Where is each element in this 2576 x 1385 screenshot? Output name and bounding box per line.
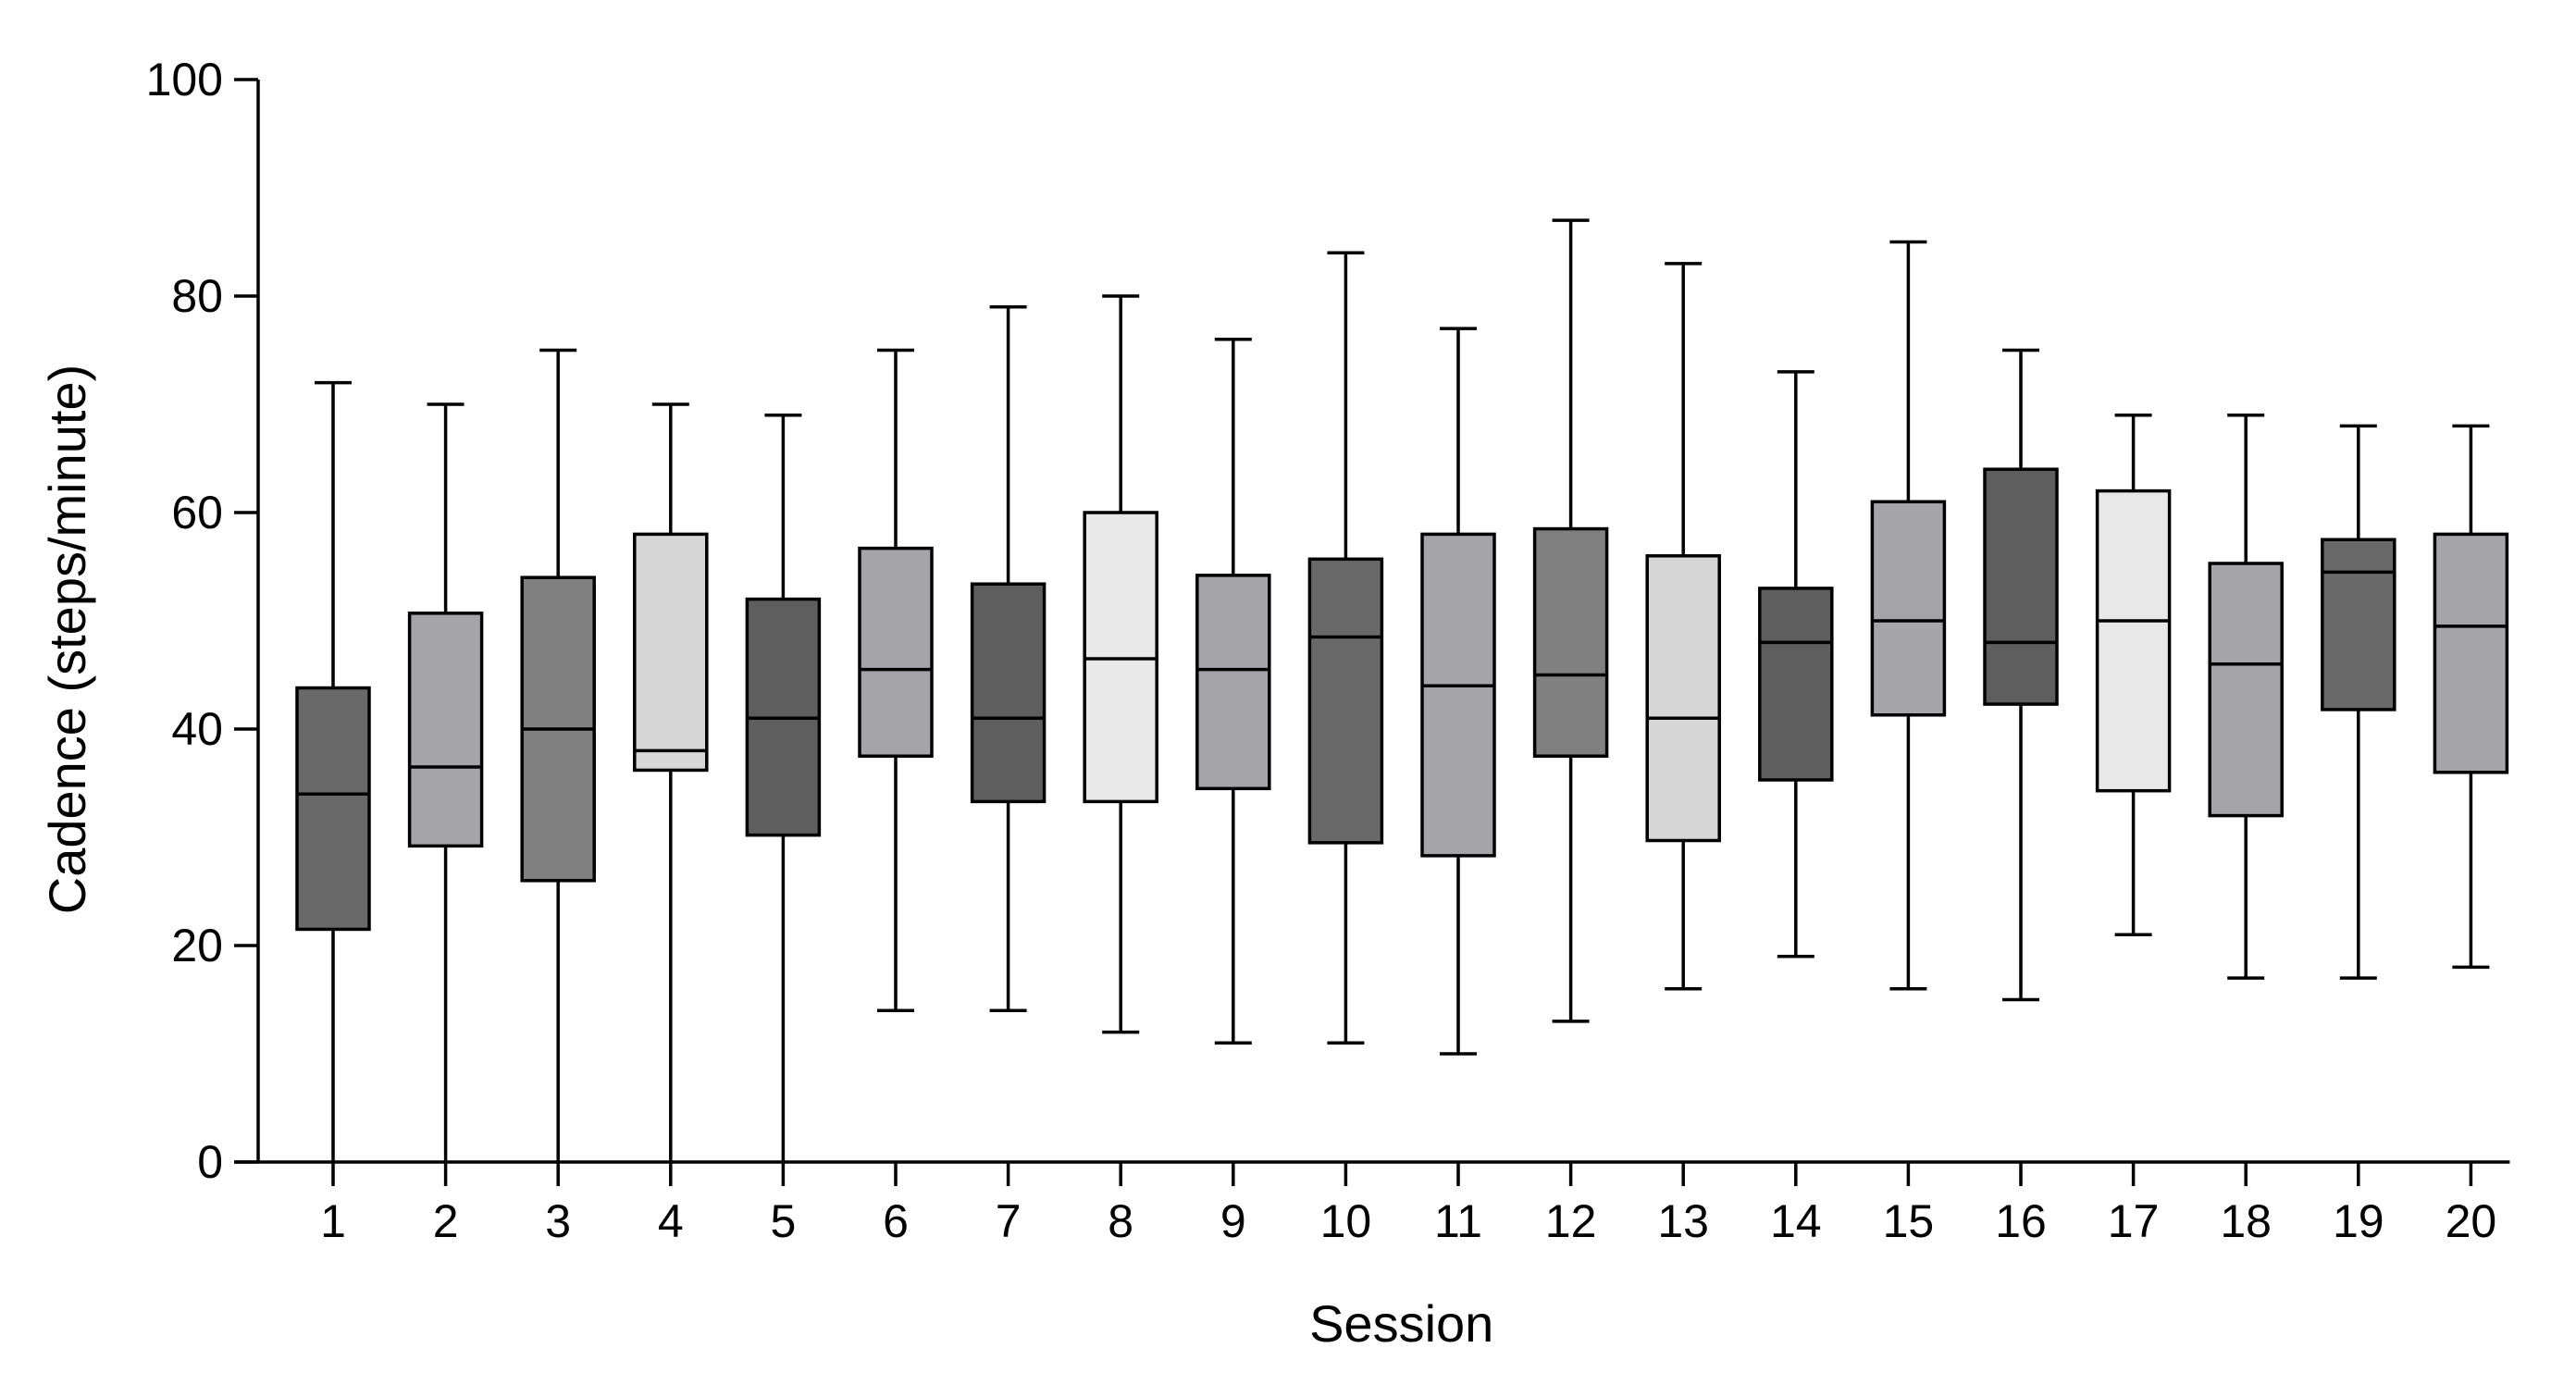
iqr-box [1870,500,1947,717]
box-session-3 [520,348,596,1162]
x-tick-label: 16 [1995,1195,2047,1247]
x-tick-label: 14 [1770,1195,1822,1247]
x-tick-label: 4 [658,1195,684,1247]
x-axis: 1 2 3 4 5 6 7 8 9 10 11 12 13 14 15 16 17 18 19 20 [234,1160,2510,1247]
x-tick-label: 15 [1883,1195,1935,1247]
box-session-4 [633,402,709,1162]
box-session-7 [970,304,1046,1012]
x-tick-label: 13 [1657,1195,1709,1247]
iqr-box [2208,562,2284,818]
iqr-box [633,532,709,773]
box-session-1 [295,380,371,1162]
box-session-20 [2433,424,2509,970]
iqr-box [1083,511,1158,804]
box-session-6 [858,348,934,1012]
x-tick-label: 3 [545,1195,571,1247]
y-tick-label: 0 [197,1136,223,1188]
box-session-18 [2208,413,2284,980]
x-tick-label: 19 [2333,1195,2384,1247]
y-tick-label: 20 [171,920,223,971]
x-tick-label: 12 [1545,1195,1597,1247]
iqr-box [295,686,371,932]
box-session-11 [1420,327,1496,1056]
box-session-14 [1758,370,1834,958]
iqr-box [970,582,1046,804]
x-tick-label: 10 [1320,1195,1372,1247]
y-tick-label: 100 [146,54,223,105]
box-session-13 [1645,262,1721,991]
iqr-box [407,612,484,848]
box-session-5 [745,413,822,1162]
box-session-17 [2095,413,2172,937]
iqr-box [1195,574,1271,791]
iqr-box [1645,554,1721,843]
box-session-15 [1870,240,1947,991]
x-tick-label: 11 [1434,1195,1482,1247]
x-tick-label: 6 [883,1195,909,1247]
box-session-16 [1983,348,2059,1002]
x-axis-title: Session [1309,1294,1493,1353]
box-session-2 [407,402,484,1162]
iqr-box [2321,538,2396,711]
x-tick-label: 18 [2220,1195,2272,1247]
iqr-box [1420,532,1496,858]
iqr-box [1758,587,1834,782]
x-tick-label: 1 [320,1195,346,1247]
iqr-box [2095,488,2172,793]
iqr-box [2433,532,2509,774]
x-tick-label: 5 [770,1195,796,1247]
x-tick-label: 7 [996,1195,1022,1247]
x-tick-label: 20 [2446,1195,2497,1247]
iqr-box [1307,557,1384,845]
iqr-box [1532,526,1609,758]
box-session-19 [2321,424,2396,980]
x-tick-label: 9 [1220,1195,1246,1247]
box-session-10 [1307,251,1384,1045]
x-tick-label: 2 [433,1195,459,1247]
box-session-9 [1195,338,1271,1045]
box-session-12 [1532,218,1609,1023]
y-axis-title: Cadence (steps/minute) [38,365,96,915]
iqr-box [1983,467,2059,706]
y-tick-label: 60 [171,487,223,538]
x-tick-label: 8 [1108,1195,1133,1247]
x-tick-label: 17 [2108,1195,2160,1247]
y-tick-label: 80 [171,270,223,322]
y-axis: 0 20 40 60 80 100 [146,54,260,1188]
boxes [295,218,2509,1162]
iqr-box [858,546,934,758]
box-session-8 [1083,294,1158,1034]
y-tick-label: 40 [171,703,223,755]
